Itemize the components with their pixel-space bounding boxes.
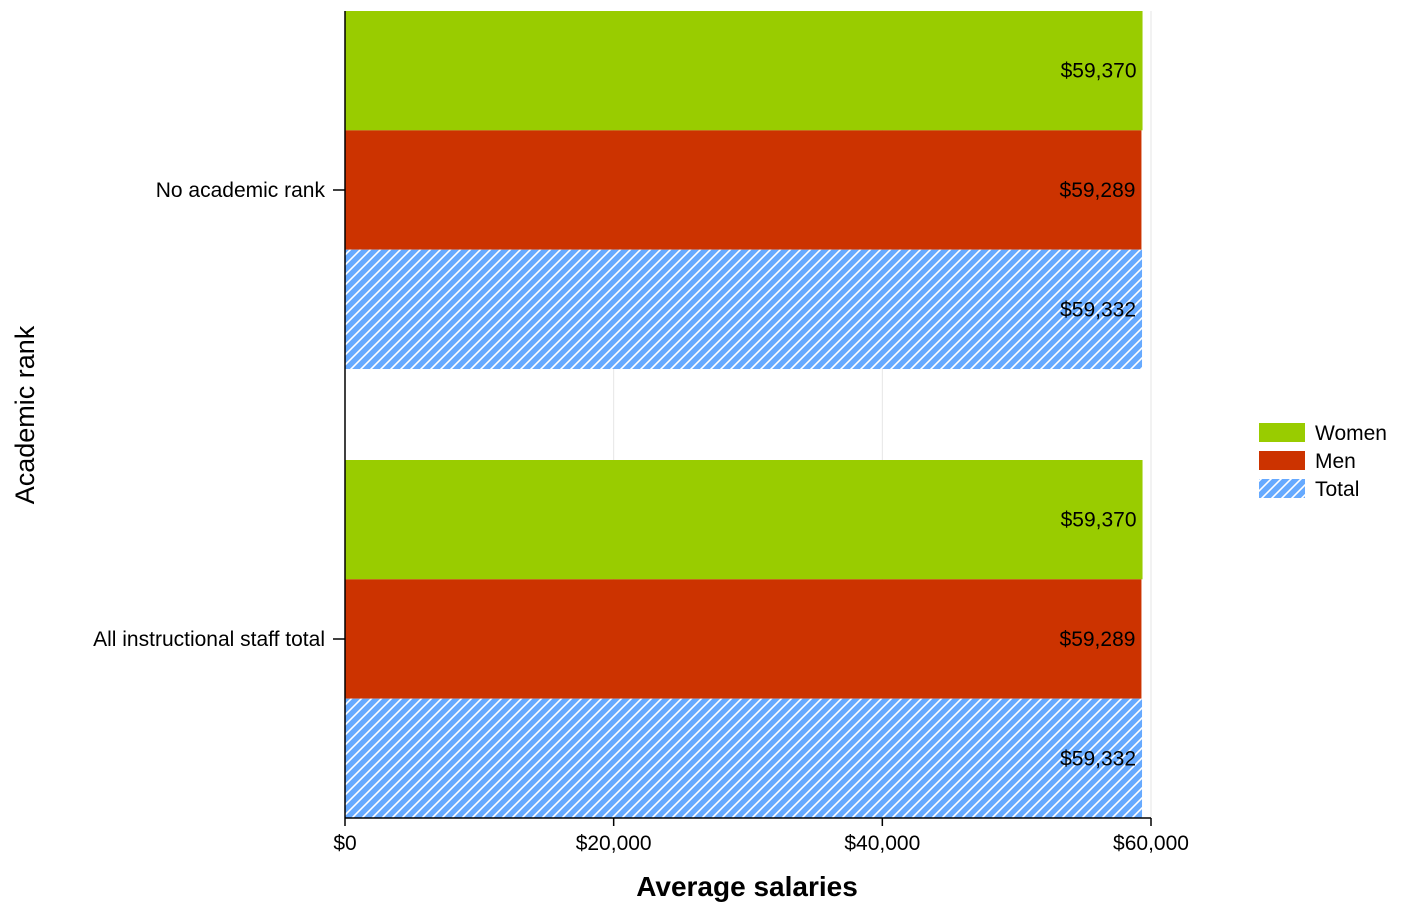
data-label: $59,332 (1060, 747, 1136, 770)
bar-men (345, 579, 1142, 699)
x-tick-label: $40,000 (844, 832, 920, 855)
legend-swatch-women (1259, 423, 1305, 442)
axes: No academic rank All instructional staff … (93, 11, 1189, 855)
bars (345, 11, 1143, 818)
legend-swatch-men (1259, 451, 1305, 470)
data-labels: $59,370 $59,289 $59,332 $59,370 $59,289 $59,3… (1060, 60, 1137, 771)
data-label: $59,370 (1061, 60, 1137, 83)
bar-total (345, 249, 1143, 369)
x-tick-label: $20,000 (576, 832, 652, 855)
bar-men (345, 130, 1142, 250)
bar-women (345, 11, 1143, 131)
bar-women (345, 460, 1143, 580)
data-label: $59,289 (1060, 628, 1136, 651)
legend: Women Men Total (1259, 422, 1387, 501)
y-axis-title: Academic rank (10, 325, 40, 504)
y-tick-label: All instructional staff total (93, 628, 325, 651)
legend-label-men: Men (1315, 450, 1356, 473)
x-tick-label: $60,000 (1113, 832, 1189, 855)
legend-label-women: Women (1315, 422, 1387, 445)
legend-swatch-total (1259, 479, 1305, 498)
data-label: $59,289 (1060, 179, 1136, 202)
legend-label-total: Total (1315, 478, 1359, 501)
bar-total (345, 698, 1143, 818)
data-label: $59,332 (1060, 298, 1136, 321)
data-label: $59,370 (1061, 509, 1137, 532)
y-tick-label: No academic rank (156, 179, 326, 202)
x-tick-label: $0 (333, 832, 356, 855)
x-axis-title: Average salaries (636, 871, 858, 902)
